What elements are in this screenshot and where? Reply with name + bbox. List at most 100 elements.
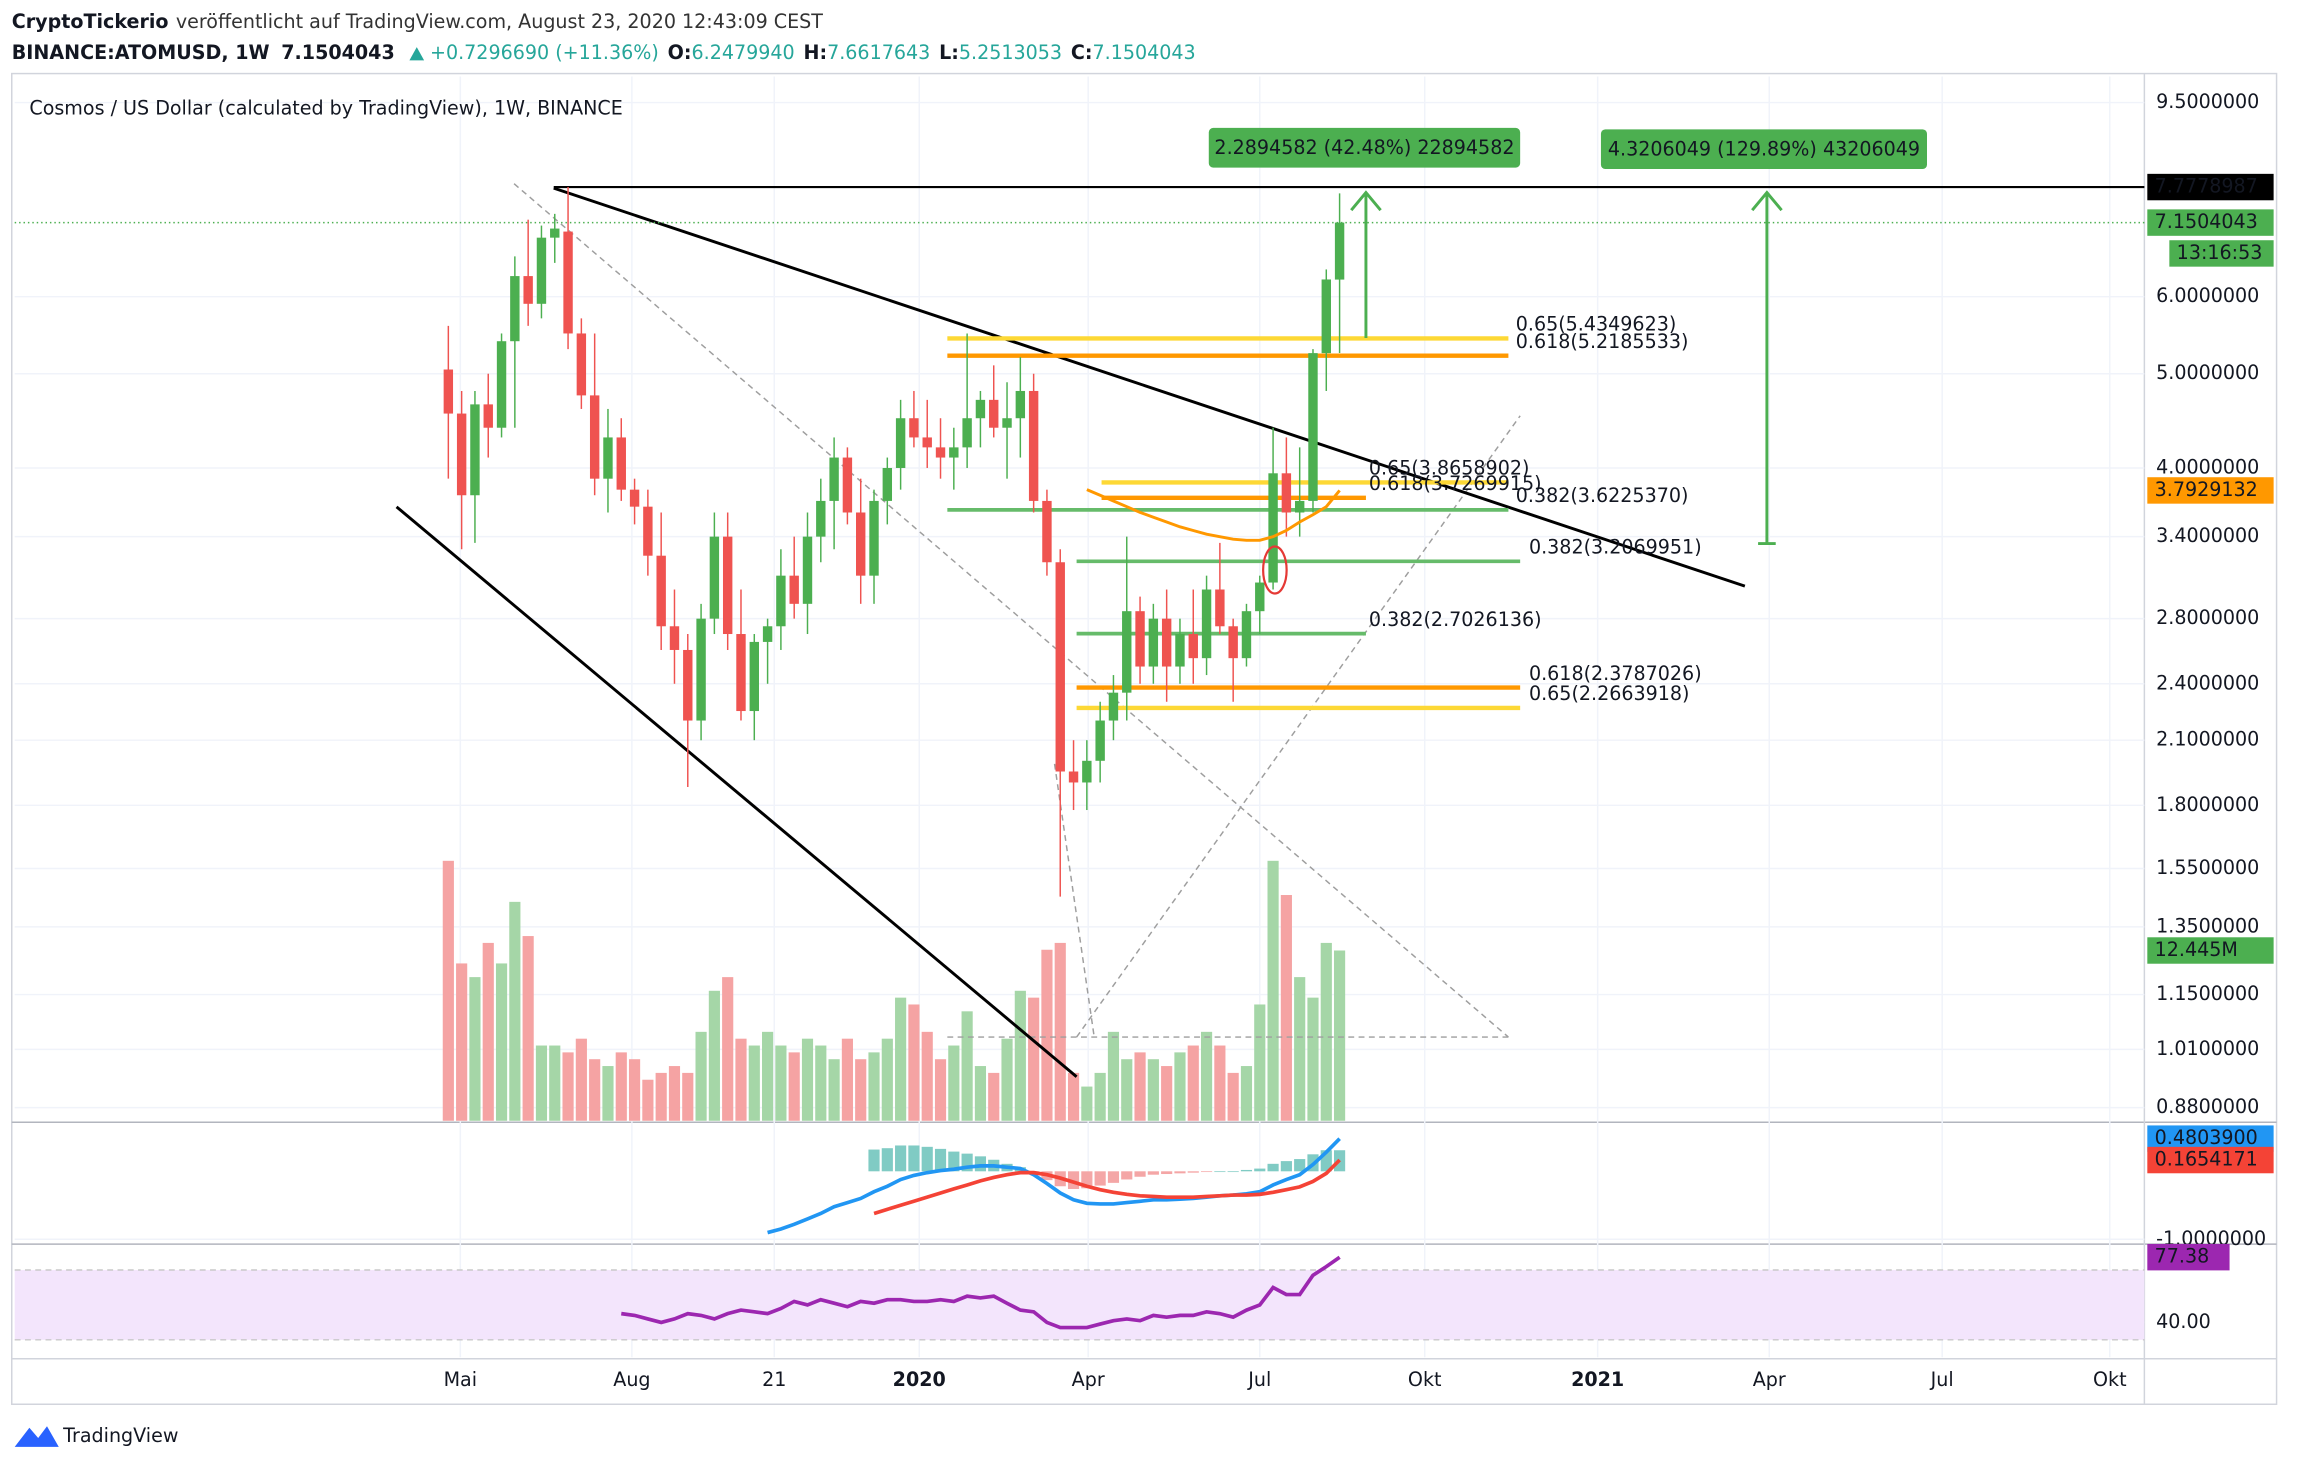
x-tick-label: Apr: [1072, 1368, 1105, 1391]
candle-body: [669, 626, 680, 650]
ohlc-key: H:: [803, 41, 827, 64]
fib-label: 0.382(3.2069951): [1529, 536, 1702, 559]
volume-bar: [762, 1031, 774, 1121]
volume-bar: [855, 1059, 867, 1121]
fib-label: 0.618(5.2185533): [1516, 330, 1689, 353]
volume-bar: [615, 1052, 627, 1121]
volume-bar: [549, 1045, 561, 1121]
histogram-bar: [1227, 1171, 1239, 1173]
candle-body: [1228, 626, 1238, 659]
candle-body: [842, 457, 853, 513]
candle-body: [962, 418, 972, 448]
ohlc-value: 7.1504043: [1093, 41, 1196, 64]
measure-arrow-head: [1350, 190, 1382, 212]
fib-fan-line: [513, 183, 1509, 1038]
histogram-bar: [1254, 1168, 1266, 1172]
volume-bar: [881, 1038, 893, 1121]
header-symbol: BINANCE:ATOMUSD, 1W 7.1504043: [12, 41, 395, 64]
x-tick-label: 2020: [893, 1368, 946, 1391]
price-badge-label: 7.1504043: [2155, 210, 2258, 233]
candle-body: [656, 555, 666, 627]
up-arrow-icon: [409, 47, 425, 61]
candle-body: [816, 500, 826, 537]
volume-bar: [735, 1038, 747, 1121]
candle-body: [1015, 390, 1026, 419]
volume-bar: [509, 901, 521, 1121]
candle-body: [895, 418, 906, 468]
x-tick-label: Okt: [1408, 1368, 1442, 1391]
price-badge: [2147, 209, 2274, 236]
candle-body: [456, 413, 467, 496]
volume-bar: [1214, 1045, 1226, 1121]
candle-body: [1122, 611, 1132, 693]
candle-body: [1281, 473, 1292, 513]
candle-body: [696, 618, 706, 721]
indicator-line: [621, 1255, 1341, 1330]
grid: [14, 76, 2145, 1358]
candle-body: [949, 447, 959, 458]
histogram-bar: [1214, 1171, 1226, 1173]
histogram-bar: [1161, 1171, 1173, 1175]
fib-label: 0.382(3.6225370): [1516, 484, 1689, 507]
histogram-bar: [1121, 1171, 1133, 1180]
brand: TradingView: [62, 1424, 178, 1447]
volume-bar: [1307, 997, 1319, 1121]
price-badge: [2147, 1146, 2274, 1174]
volume-bar: [535, 1045, 548, 1121]
candle-body: [1201, 589, 1212, 659]
histogram-bar: [895, 1145, 907, 1172]
y-tick-label: 1.0100000: [2156, 1037, 2259, 1060]
x-tick-label: Jul: [1247, 1368, 1271, 1391]
histogram-bar: [1200, 1171, 1213, 1173]
volume-bar: [695, 1031, 707, 1121]
candle-body: [1215, 589, 1225, 627]
author: CryptoTickerio: [12, 10, 169, 33]
candle-body: [443, 369, 454, 414]
ohlc-key: O:: [668, 41, 692, 64]
candle-body: [616, 437, 626, 490]
volume-bar: [1240, 1066, 1253, 1121]
candle-body: [576, 333, 587, 396]
volume-bar: [1174, 1052, 1186, 1121]
fib-fan-line: [1053, 763, 1095, 1038]
histogram-bar: [1081, 1171, 1093, 1189]
price-badge-label: 12.445M: [2155, 938, 2238, 961]
price-badge-label: 7.7778987: [2155, 175, 2258, 198]
fib-label: 0.65(2.2663918): [1529, 682, 1690, 705]
volume-bar: [1161, 1066, 1173, 1121]
y-tick-label: 9.5000000: [2156, 90, 2259, 113]
volume-bar: [868, 1052, 880, 1121]
candle-body: [683, 649, 693, 721]
candle-body: [1002, 418, 1012, 428]
candle-body: [1055, 562, 1065, 772]
candle-body: [523, 276, 533, 304]
candle-body: [1175, 634, 1185, 667]
volume-bar: [589, 1059, 601, 1121]
fib-label: 0.382(2.7026136): [1369, 608, 1542, 631]
histogram-bar: [961, 1153, 973, 1172]
candle-body: [1135, 611, 1145, 667]
fib-label: 0.65(3.8658902): [1369, 457, 1530, 480]
chart-frame: [11, 72, 2278, 1405]
candle-body: [869, 500, 879, 576]
y-tick-label: 6.0000000: [2156, 284, 2259, 307]
volume-bar: [1067, 1072, 1080, 1121]
x-tick-label: Jul: [1930, 1368, 1954, 1391]
header-change: +0.7296690 (+11.36%) O:6.2479940 H:7.66176…: [430, 41, 1196, 64]
indicator-line: [873, 1158, 1341, 1216]
histogram-bar: [1094, 1171, 1106, 1186]
volume-bar: [1267, 860, 1279, 1121]
volume-bar: [1014, 990, 1026, 1121]
volume-bar: [668, 1066, 681, 1121]
price-badge: [2147, 477, 2274, 504]
histogram-bar: [1320, 1150, 1332, 1172]
candle-body: [483, 404, 493, 428]
y-tick-label: 5.0000000: [2156, 361, 2259, 384]
price-badge-label: 0.4803900: [2155, 1126, 2258, 1149]
volume-bar: [1094, 1072, 1106, 1121]
change: +0.7296690 (+11.36%): [430, 41, 659, 64]
y-tick-label: 3.4000000: [2156, 524, 2259, 547]
candle-body: [1095, 720, 1105, 761]
histogram-bar: [881, 1148, 893, 1172]
measure-box: [1208, 127, 1521, 168]
